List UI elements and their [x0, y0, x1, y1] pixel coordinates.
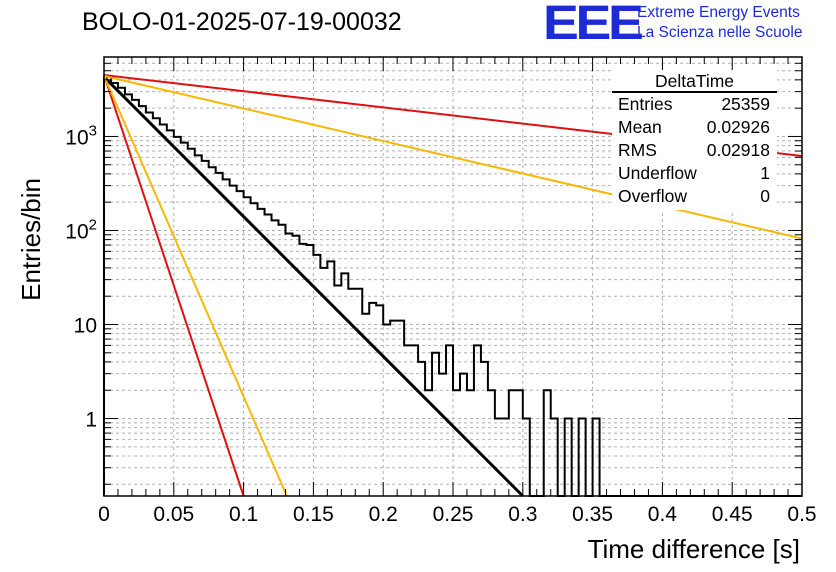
x-tick-label: 0.35 — [572, 503, 613, 526]
fit-curve-4 — [103, 74, 803, 240]
stats-row-mean: Mean 0.02926 — [618, 117, 770, 139]
stats-row-entries: Entries 25359 — [618, 94, 770, 116]
axis-ticks — [103, 56, 803, 496]
stats-divider — [612, 91, 777, 93]
fit-curve-2 — [103, 75, 288, 497]
y-tick-label: 102 — [65, 216, 97, 243]
stats-value: 0 — [760, 186, 770, 206]
stats-label: RMS — [618, 140, 657, 160]
y-tick-label: 1 — [85, 409, 97, 432]
x-tick-label: 0.3 — [508, 503, 537, 526]
x-tick-label: 0.15 — [293, 503, 334, 526]
stats-value: 0.02918 — [706, 140, 770, 160]
y-tick-label: 103 — [65, 122, 97, 149]
stats-label: Overflow — [618, 186, 688, 206]
x-tick-label: 0.05 — [153, 503, 194, 526]
fit-curve-1 — [103, 74, 245, 497]
stats-title: DeltaTime — [654, 71, 735, 91]
stats-value: 1 — [760, 163, 770, 183]
y-axis-label: Entries/bin — [16, 178, 46, 301]
logo-line-2: La Scienza nelle Scuole — [637, 24, 803, 41]
stats-row-rms: RMS 0.02918 — [618, 140, 770, 162]
y-tick-base: 10 — [65, 220, 88, 243]
logo-line-1: Extreme Energy Events — [637, 4, 800, 21]
stats-row-overflow: Overflow 0 — [618, 186, 770, 208]
chart-title: BOLO-01-2025-07-19-00032 — [82, 8, 402, 36]
y-tick-label: 10 — [74, 315, 97, 338]
stats-value: 25359 — [721, 94, 770, 114]
eee-logo: EEE — [543, 0, 644, 50]
x-tick-label: 0.4 — [648, 503, 678, 526]
x-tick-label: 0.5 — [787, 503, 816, 526]
x-tick-label: 0.2 — [369, 503, 398, 526]
x-tick-label: 0 — [98, 503, 110, 526]
stats-label: Mean — [618, 117, 662, 137]
x-axis-label: Time difference [s] — [588, 534, 800, 564]
fit-curve-0 — [102, 75, 524, 498]
x-tick-label: 0.45 — [712, 503, 753, 526]
stats-box: DeltaTime Entries 25359 Mean 0.02926 RMS… — [612, 70, 777, 210]
stats-row-underflow: Underflow 1 — [618, 163, 770, 185]
x-tick-label: 0.25 — [433, 503, 474, 526]
x-tick-labels: 0 0.05 0.1 0.15 0.2 0.25 0.3 0.35 0.4 0.45 0.5 — [98, 503, 816, 526]
y-tick-exponent: 2 — [89, 216, 97, 233]
stats-value: 0.02926 — [706, 117, 770, 137]
stats-label: Entries — [618, 94, 673, 114]
y-tick-exponent: 3 — [89, 122, 97, 139]
y-tick-base: 10 — [65, 126, 88, 149]
stats-label: Underflow — [618, 163, 697, 183]
x-tick-label: 0.1 — [229, 503, 258, 526]
